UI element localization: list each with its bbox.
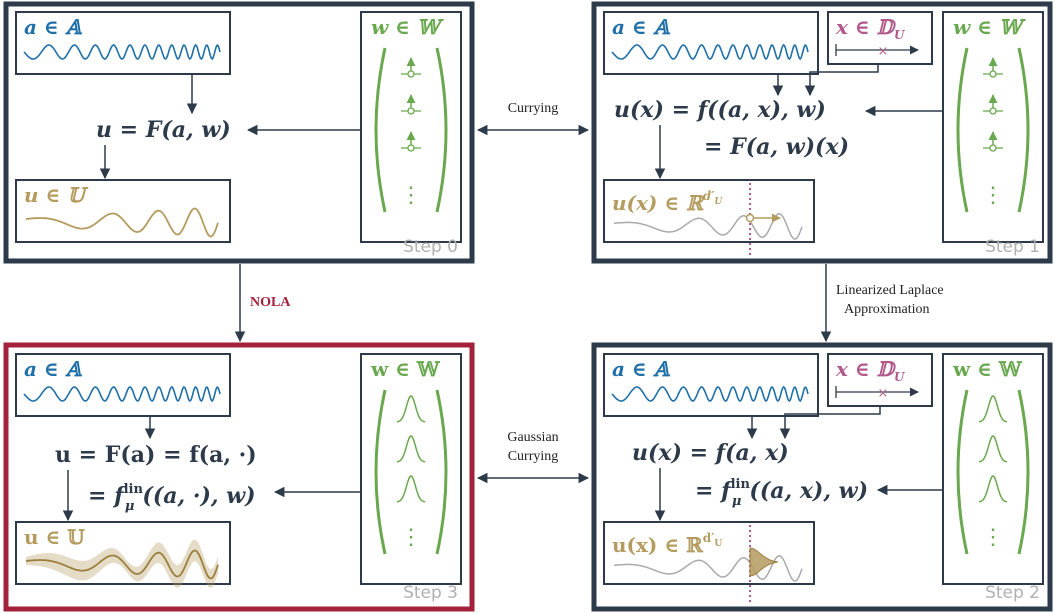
step3-a-wave [23,385,221,403]
step1-ux-box [603,179,815,243]
step3-a-label: a ∈ 𝔸 [24,357,83,381]
step2-panel: a ∈ 𝔸 x ∈ 𝔻U × w ∈ 𝕎 ⋮ u(x) = f(a, x) = … [591,342,1053,612]
step3-u-band [26,539,218,588]
vector-right-paren [435,47,448,213]
step1-a-wave [611,43,809,61]
step3-frame [3,342,475,612]
step1-w-box [942,11,1044,243]
edge-lla-label-line2: Approximation [844,302,930,317]
param-point [989,70,997,78]
step1-ux-label: u(x) ∈ ℝd′U [612,189,723,215]
param-point [407,107,415,115]
step3-equation-line2: = flin μ ((a, ·), w) [88,482,256,514]
step3-w-vector: ⋮ [374,389,448,555]
step3-w-box [360,353,462,585]
param-gaussian [978,435,1008,463]
param-gaussian [396,475,426,503]
step2-label: Step 2 [985,583,1040,603]
step0-panel: a ∈ 𝔸 w ∈ 𝕎 ⋮ u = F(a, w) u ∈ 𝕌 Step 0 [3,1,475,264]
step0-label: Step 0 [403,237,458,257]
step3-u-wave [25,549,219,580]
step2-w-vector: ⋮ [956,389,1030,555]
vector-left-paren [956,389,969,555]
vector-left-paren [956,47,969,213]
param-gaussian [396,435,426,463]
edge-nola-label: NOLA [250,295,291,310]
vector-right-paren [1017,47,1030,213]
step2-a-wave [611,385,809,403]
param-gaussian [978,395,1008,423]
step2-slice-gaussian [749,547,779,577]
edge-lla-label-line1: Linearized Laplace [836,283,944,298]
step2-ux-box [603,521,815,585]
edge-gaussian-currying-line1: Gaussian [507,430,558,445]
step1-label: Step 1 [985,237,1040,257]
step0-equation: u = F(a, w) [96,117,231,143]
step3-panel: a ∈ 𝔸 w ∈ 𝕎 ⋮ u = F(a) = f(a, ·) = flin μ… [3,342,475,612]
step3-w-label: w ∈ 𝕎 [370,357,441,381]
vector-ellipsis: ⋮ [982,183,1004,208]
step3-u-label: u ∈ 𝕌 [24,525,85,549]
step0-w-vector: ⋮ [374,47,448,213]
step1-x-box [827,11,933,65]
vector-ellipsis: ⋮ [400,183,422,208]
step0-frame [3,1,475,264]
step0-a-label: a ∈ 𝔸 [24,15,83,39]
step1-x-label: x ∈ 𝔻U [835,15,906,42]
step1-x-point: × [878,44,889,59]
edge-currying-label: Currying [508,101,559,116]
vector-left-paren [374,47,387,213]
param-point [989,107,997,115]
vector-right-paren [1017,389,1030,555]
step0-a-box [15,11,231,75]
param-gaussian [978,475,1008,503]
step2-w-box [942,353,1044,585]
vector-ellipsis: ⋮ [982,525,1004,550]
step0-a-wave [23,43,221,61]
step2-a-box [603,353,819,417]
step1-ux-wave [613,213,803,240]
step2-equation-line1: u(x) = f(a, x) [632,440,789,466]
step1-arrow-x-to-eq [804,64,879,97]
step1-panel: a ∈ 𝔸 x ∈ 𝔻U × w ∈ 𝕎 ⋮ u(x) = f((a, x), … [591,1,1053,264]
vector-right-paren [435,389,448,555]
param-gaussian [396,395,426,423]
step3-equation-line1: u = F(a) = f(a, ·) [55,442,257,468]
step1-equation-line1: u(x) = f((a, x), w) [614,97,826,123]
step3-label: Step 3 [403,583,458,603]
edge-gaussian-currying-line2: Currying [508,449,559,464]
step0-w-box [360,11,462,243]
param-point [407,70,415,78]
step1-frame [591,1,1053,264]
step2-ux-label: u(x) ∈ ℝd′U [612,531,722,557]
step0-w-label: w ∈ 𝕎 [371,15,444,39]
step2-ux-wave [613,555,803,582]
step2-x-point: × [878,386,889,401]
step1-w-label: w ∈ 𝕎 [953,15,1026,39]
step3-a-box [15,353,231,417]
step1-slice-point [745,213,755,223]
step0-u-box [15,179,231,243]
step0-u-label: u ∈ 𝕌 [24,183,89,207]
step2-arrow-x-to-eq [779,406,881,440]
step2-a-label: a ∈ 𝔸 [612,357,671,381]
step1-equation-line2: = F(a, w)(x) [704,134,849,160]
param-point [407,144,415,152]
step3-u-box [15,521,231,585]
vector-ellipsis: ⋮ [400,525,422,550]
vector-left-paren [374,389,387,555]
step2-frame [591,342,1053,612]
step1-a-box [603,11,819,75]
step2-w-label: w ∈ 𝕎 [952,357,1023,381]
step0-u-wave [25,207,219,238]
param-point [989,144,997,152]
step1-a-label: a ∈ 𝔸 [612,15,671,39]
step2-equation-line2: = flin μ ((a, x), w) [695,477,868,509]
step1-w-vector: ⋮ [956,47,1030,213]
step2-x-label: x ∈ 𝔻U [835,357,906,384]
